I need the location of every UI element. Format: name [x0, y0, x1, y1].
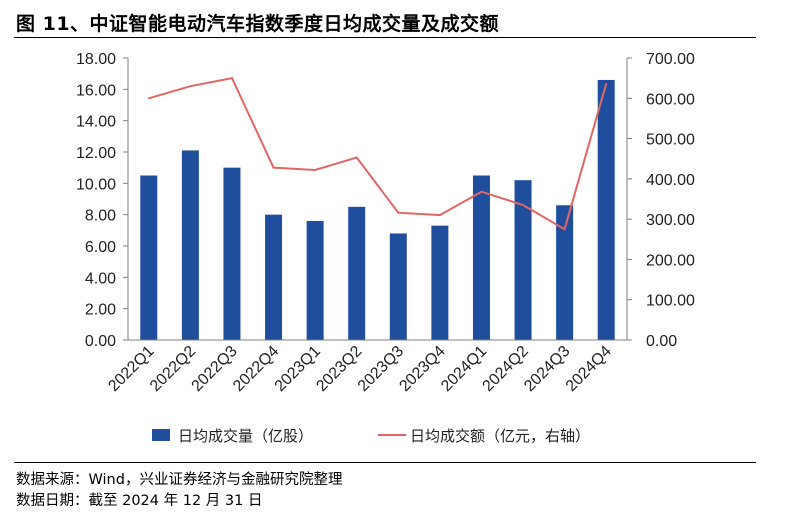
line-point	[189, 85, 192, 87]
left-tick-label: 2.00	[85, 302, 116, 319]
right-tick-label: 200.00	[646, 252, 695, 269]
title-rule	[14, 37, 756, 38]
line-point	[147, 97, 150, 100]
legend: 日均成交量（亿股） 日均成交额（亿元，右轴）	[152, 427, 590, 445]
line-point	[605, 82, 608, 85]
right-tick-label: 100.00	[646, 293, 695, 310]
legend-bar-label: 日均成交量（亿股）	[178, 427, 313, 445]
bars	[140, 79, 615, 340]
source-note: 数据来源：Wind，兴业证券经济与金融研究院整理	[16, 472, 343, 488]
bar	[389, 233, 407, 340]
right-tick-label: 600.00	[646, 91, 695, 108]
bar	[597, 79, 615, 340]
left-tick-label: 16.00	[76, 82, 116, 99]
left-tick-label: 6.00	[85, 239, 116, 256]
line-point	[563, 228, 566, 231]
left-axis: 0.00 2.00 4.00 6.00 8.00 10.00 12.00 14.00 16.00…	[76, 51, 129, 350]
bar	[556, 205, 574, 340]
left-tick-label: 14.00	[76, 114, 116, 131]
line-series	[147, 76, 608, 231]
x-tick-label: 2024Q4	[563, 343, 615, 395]
right-tick-label: 0.00	[646, 333, 677, 350]
line-point	[272, 166, 275, 169]
bar	[514, 180, 532, 340]
right-tick-label: 500.00	[646, 132, 695, 149]
bar	[472, 175, 490, 340]
line-point	[480, 190, 483, 193]
right-tick-label: 300.00	[646, 212, 695, 229]
line-point	[355, 156, 358, 159]
legend-line-label: 日均成交额（亿元，右轴）	[410, 427, 590, 445]
line-point	[231, 77, 233, 79]
line-point	[397, 211, 400, 214]
left-tick-label: 12.00	[76, 145, 116, 162]
left-tick-label: 8.00	[85, 208, 116, 225]
left-tick-label: 18.00	[76, 51, 116, 68]
left-tick-label: 4.00	[85, 270, 116, 287]
bar	[306, 220, 324, 340]
date-note: 数据日期：截至 2024 年 12 月 31 日	[16, 493, 263, 509]
chart-title: 图 11、中证智能电动汽车指数季度日均成交量及成交额	[16, 13, 500, 35]
line-point	[314, 169, 316, 171]
line-point	[439, 214, 441, 216]
right-tick-label: 400.00	[646, 172, 695, 189]
left-tick-label: 10.00	[76, 176, 116, 193]
right-tick-label: 700.00	[646, 51, 695, 68]
right-axis: 0.00 100.00 200.00 300.00 400.00 500.00 600.00…	[626, 51, 695, 350]
bar	[140, 175, 158, 340]
footer-rule	[14, 462, 756, 463]
bar	[223, 167, 241, 340]
line-point	[522, 204, 524, 206]
bar	[181, 150, 199, 340]
x-axis: 2022Q12022Q22022Q32022Q42023Q12023Q22023…	[105, 339, 627, 395]
bar	[348, 206, 366, 340]
bar	[431, 225, 449, 340]
legend-bar-swatch	[152, 429, 170, 441]
line-series-path	[148, 76, 608, 231]
left-tick-label: 0.00	[85, 333, 116, 350]
bar	[265, 214, 283, 340]
